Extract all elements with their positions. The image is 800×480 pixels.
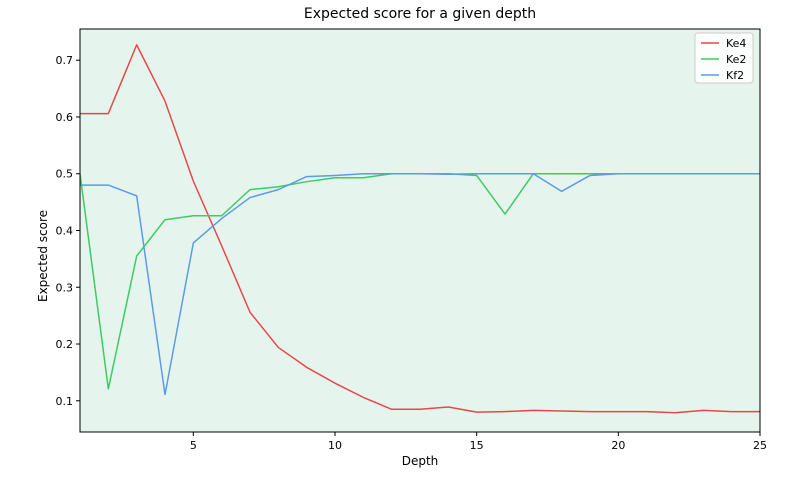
series-line-kf2 xyxy=(80,172,760,396)
x-axis: 5 10 15 20 25 xyxy=(190,432,767,452)
x-tick-label: 10 xyxy=(328,439,342,452)
legend: Ke4 Ke2 Kf2 xyxy=(694,32,754,84)
y-tick-label: 0.4 xyxy=(56,225,74,238)
chart-title: Expected score for a given depth xyxy=(304,6,536,22)
y-tick-label: 0.7 xyxy=(56,54,74,67)
series-line-ke4 xyxy=(80,44,760,414)
legend-label: Ke2 xyxy=(726,53,746,66)
y-tick-label: 0.3 xyxy=(56,281,74,294)
x-tick-label: 15 xyxy=(470,439,484,452)
y-tick-label: 0.2 xyxy=(56,338,74,351)
x-tick-label: 5 xyxy=(190,439,197,452)
legend-box xyxy=(694,32,754,84)
y-tick-label: 0.6 xyxy=(56,111,74,124)
legend-label: Kf2 xyxy=(726,69,744,82)
y-tick-label: 0.1 xyxy=(56,395,74,408)
y-axis: 0.1 0.2 0.3 0.4 0.5 0.6 0.7 xyxy=(56,54,80,408)
x-axis-label: Depth xyxy=(402,454,439,468)
legend-label: Ke4 xyxy=(726,37,746,50)
y-tick-label: 0.5 xyxy=(56,168,74,181)
plot-area xyxy=(80,29,760,432)
series-lines xyxy=(80,44,760,414)
x-tick-label: 20 xyxy=(611,439,625,452)
x-tick-label: 25 xyxy=(753,439,767,452)
y-axis-label: Expected score xyxy=(36,210,50,302)
